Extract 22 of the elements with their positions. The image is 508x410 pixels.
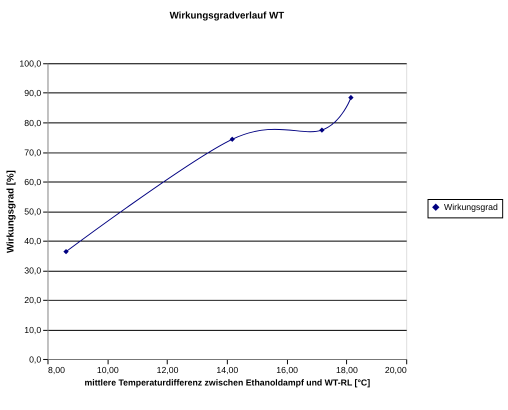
x-tick-label: 10,00 xyxy=(96,365,119,376)
x-tick-label: 8,00 xyxy=(48,365,66,376)
y-axis-title: Wirkungsgrad [%] xyxy=(6,170,17,254)
y-tick-label: 60,0 xyxy=(24,176,42,187)
x-tick-label: 16,00 xyxy=(276,365,298,376)
y-tick-label: 100,0 xyxy=(19,58,42,69)
y-tick-label: 50,0 xyxy=(24,206,42,217)
x-tick-label: 14,00 xyxy=(216,365,238,376)
x-tick-label: 20,00 xyxy=(384,365,407,376)
x-axis-title: mittlere Temperaturdifferenz zwischen Ethanoldampf und WT-RL [°C] xyxy=(84,378,370,388)
y-tick-label: 20,0 xyxy=(24,295,42,306)
y-tick-label: 40,0 xyxy=(24,236,42,246)
x-tick-label: 12,00 xyxy=(156,365,179,376)
x-tick-label: 18,00 xyxy=(336,365,358,376)
y-tick-label: 30,0 xyxy=(24,266,42,276)
y-tick-label: 0,0 xyxy=(29,354,42,364)
chart-title: Wirkungsgradverlauf WT xyxy=(170,10,284,22)
y-tick-label: 80,0 xyxy=(24,118,42,128)
y-tick-label: 70,0 xyxy=(24,147,42,158)
y-tick-label: 90,0 xyxy=(24,88,42,98)
legend-label: Wirkungsgrad xyxy=(444,202,498,212)
y-tick-label: 10,0 xyxy=(24,324,42,335)
